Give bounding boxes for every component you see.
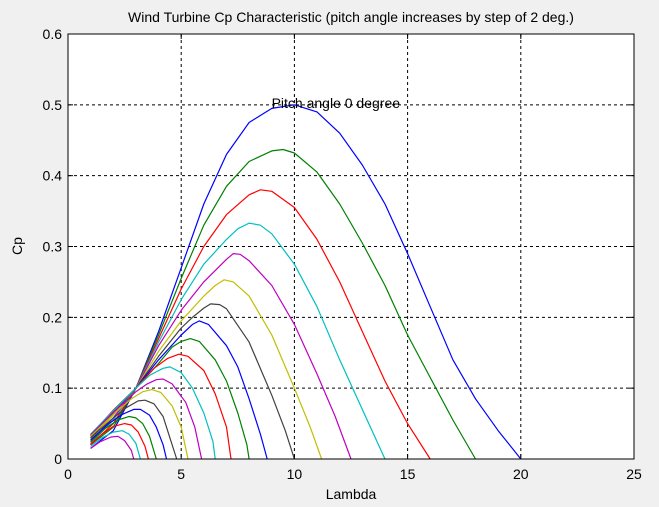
y-tick-label: 0.2 [43, 309, 63, 325]
y-tick-label: 0.5 [43, 97, 63, 113]
series-line [90, 399, 178, 460]
series-line [90, 222, 386, 460]
x-tick-labels: 0 5 10 15 20 25 [64, 466, 642, 482]
y-tick-label: 0.3 [43, 239, 63, 255]
y-axis-label: Cp [9, 237, 25, 255]
series-line [90, 378, 203, 460]
series-lines [90, 104, 522, 460]
x-tick-label: 20 [513, 466, 529, 482]
series-line [90, 104, 522, 460]
x-tick-label: 10 [287, 466, 303, 482]
series-line [90, 366, 216, 460]
series-line [90, 423, 149, 460]
series-line [90, 430, 141, 460]
chart-title: Wind Turbine Cp Characteristic (pitch an… [128, 9, 574, 25]
pitch-angle-annotation: Pitch angle 0 degree [272, 95, 401, 111]
series-line [90, 148, 477, 460]
y-tick-label: 0 [54, 451, 62, 467]
x-tick-label: 0 [64, 466, 72, 482]
y-tick-labels: 0 0.1 0.2 0.3 0.4 0.5 0.6 [43, 26, 63, 467]
x-tick-label: 5 [177, 466, 185, 482]
series-line [90, 408, 168, 460]
series-line [90, 435, 135, 460]
x-tick-label: 25 [626, 466, 642, 482]
x-axis-label: Lambda [326, 486, 377, 502]
y-tick-label: 0.4 [43, 168, 63, 184]
x-tick-label: 15 [400, 466, 416, 482]
series-line [90, 389, 189, 460]
axis-ticks [67, 33, 635, 460]
series-line [90, 415, 157, 460]
y-tick-label: 0.6 [43, 26, 63, 42]
y-tick-label: 0.1 [43, 380, 63, 396]
series-line [90, 189, 431, 460]
series-line [90, 253, 352, 460]
